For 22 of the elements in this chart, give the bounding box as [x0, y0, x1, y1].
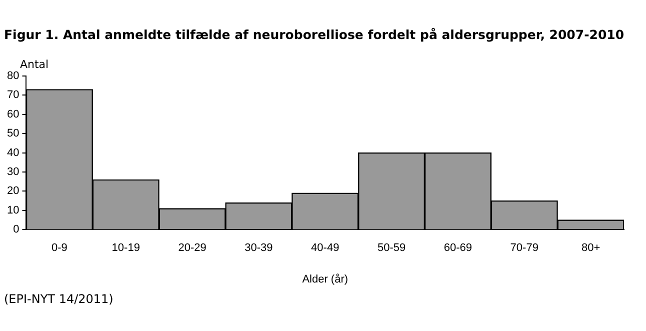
text: (EPI-NYT 14/2011) [4, 292, 114, 306]
x-tick-label: 60-69 [444, 242, 472, 254]
y-tick-label: 50 [6, 128, 20, 140]
y-tick-label: 80 [6, 70, 20, 82]
x-tick-label: 10-19 [112, 242, 140, 254]
y-tick-label: 60 [6, 108, 20, 120]
x-tick-label: 50-59 [377, 242, 406, 254]
x-tick-label: 40-49 [311, 242, 340, 254]
y-tick-label: 10 [6, 204, 20, 216]
x-tick-label: 30-39 [244, 242, 273, 254]
x-tick-label: 80+ [581, 242, 600, 254]
x-tick-label: 0-9 [51, 242, 68, 254]
chart-title: Figur 1. Antal anmeldte tilfælde af neuroborelliose fordelt på aldersgrupper, 2007-2010 [4, 27, 624, 42]
y-tick-label: 30 [6, 166, 20, 178]
y-tick-label: 20 [6, 185, 20, 198]
x-tick-label: 70-79 [510, 242, 538, 254]
y-tick-label: 40 [6, 146, 20, 159]
x-tick-label: 20-29 [178, 242, 206, 254]
y-tick-label: 70 [6, 89, 20, 102]
y-axis-title: Antal [20, 58, 49, 71]
y-tick-label: 0 [13, 224, 20, 236]
x-axis-title: Alder (år) [302, 273, 348, 286]
